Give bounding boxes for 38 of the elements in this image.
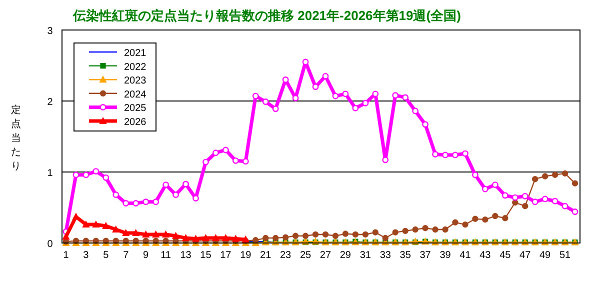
x-tick-label: 33 — [380, 250, 392, 261]
legend-label: 2024 — [124, 89, 147, 100]
x-tick-label: 29 — [340, 250, 352, 261]
x-tick-label: 51 — [559, 250, 572, 261]
x-tick-label: 19 — [240, 250, 252, 261]
x-tick-label: 15 — [200, 250, 212, 261]
legend-label: 2021 — [124, 48, 147, 59]
x-tick-label: 41 — [460, 250, 472, 261]
x-tick-label: 27 — [320, 250, 332, 261]
x-tick-label: 37 — [420, 250, 432, 261]
x-tick-label: 47 — [520, 250, 532, 261]
chart-title: 伝染性紅斑の定点当たり報告数の推移 2021年-2026年第19週(全国) — [72, 8, 461, 23]
x-tick-label: 25 — [300, 250, 312, 261]
x-tick-label: 35 — [400, 250, 412, 261]
x-tick-label: 11 — [160, 250, 172, 261]
x-tick-label: 17 — [220, 250, 232, 261]
x-tick-label: 5 — [103, 250, 110, 261]
x-tick-label: 1 — [63, 250, 70, 261]
x-tick-label: 3 — [83, 250, 90, 261]
x-tick-label: 45 — [500, 250, 512, 261]
y-tick-label: 3 — [47, 26, 54, 37]
legend-label: 2023 — [124, 76, 147, 87]
x-tick-label: 13 — [180, 250, 192, 261]
x-tick-label: 9 — [143, 250, 150, 261]
x-tick-label: 39 — [440, 250, 452, 261]
y-tick-label: 1 — [47, 168, 54, 179]
legend-label: 2026 — [124, 117, 147, 128]
x-tick-label: 21 — [260, 250, 272, 261]
x-tick-label: 43 — [480, 250, 492, 261]
y-tick-label: 0 — [47, 239, 54, 250]
legend-label: 2025 — [124, 103, 147, 114]
x-tick-label: 7 — [123, 250, 130, 261]
x-tick-label: 49 — [540, 250, 552, 261]
x-tick-label: 31 — [360, 250, 372, 261]
y-tick-label: 2 — [47, 97, 54, 108]
x-tick-label: 23 — [280, 250, 292, 261]
y-axis-title: 定点当たり — [11, 104, 21, 172]
legend-label: 2022 — [124, 62, 147, 73]
